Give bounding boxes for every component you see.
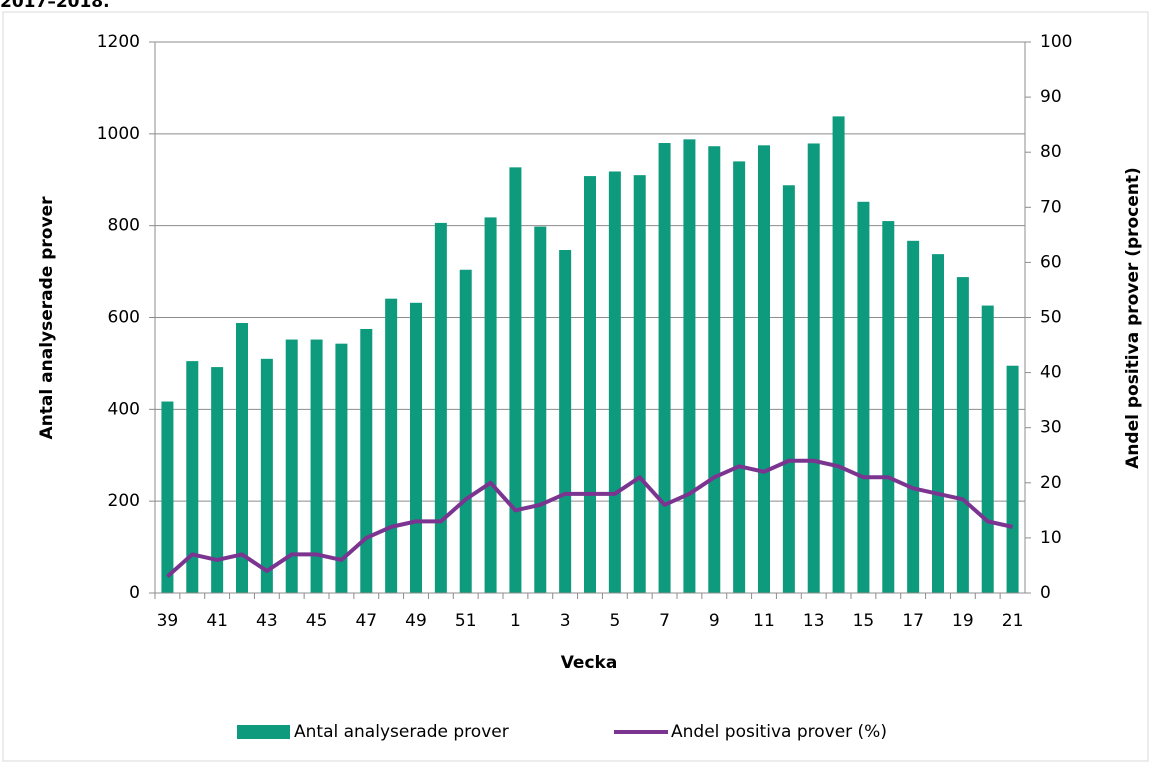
bar bbox=[484, 217, 497, 593]
x-tick-label: 1 bbox=[510, 611, 521, 631]
bar bbox=[385, 298, 398, 593]
x-axis-label: Vecka bbox=[561, 653, 618, 673]
x-tick-label: 39 bbox=[157, 611, 179, 631]
y2-tick-label: 40 bbox=[1040, 363, 1062, 383]
bar bbox=[534, 226, 547, 593]
x-tick-label: 49 bbox=[405, 611, 427, 631]
y2-tick-label: 100 bbox=[1040, 32, 1072, 52]
y-tick-label: 400 bbox=[108, 399, 140, 419]
bar bbox=[236, 323, 248, 593]
bar bbox=[807, 143, 820, 593]
y2-tick-label: 10 bbox=[1040, 528, 1062, 548]
bar bbox=[832, 116, 845, 593]
y-tick-label: 0 bbox=[129, 583, 140, 603]
bar bbox=[360, 328, 373, 593]
bar bbox=[1006, 365, 1019, 593]
bar bbox=[956, 277, 969, 593]
x-tick-label: 47 bbox=[355, 611, 377, 631]
bar bbox=[459, 269, 472, 593]
y2-tick-label: 60 bbox=[1040, 252, 1062, 272]
x-tick-label: 43 bbox=[256, 611, 278, 631]
bar bbox=[434, 222, 447, 593]
x-tick-label: 17 bbox=[902, 611, 924, 631]
chart-frame bbox=[2, 11, 1149, 762]
y-axis-label: Antal analyserade prover bbox=[37, 196, 57, 440]
bar bbox=[758, 145, 770, 593]
bar bbox=[335, 343, 348, 593]
y-tick-label: 200 bbox=[108, 491, 140, 511]
bar bbox=[608, 171, 621, 594]
x-tick-label: 3 bbox=[560, 611, 571, 631]
y-tick-label: 1200 bbox=[97, 32, 140, 52]
bar bbox=[310, 339, 323, 593]
x-tick-label: 21 bbox=[1002, 611, 1024, 631]
bar bbox=[211, 367, 224, 593]
bar bbox=[633, 175, 646, 594]
x-tick-label: 5 bbox=[609, 611, 620, 631]
bar bbox=[907, 240, 920, 594]
x-tick-label: 19 bbox=[952, 611, 974, 631]
bar bbox=[584, 176, 596, 593]
y-tick-label: 800 bbox=[108, 216, 140, 236]
y2-tick-label: 90 bbox=[1040, 87, 1062, 107]
x-tick-label: 11 bbox=[753, 611, 775, 631]
line bbox=[166, 458, 1014, 578]
y2-tick-label: 20 bbox=[1040, 473, 1062, 493]
y2-tick-label: 30 bbox=[1040, 418, 1062, 438]
y-tick-label: 600 bbox=[108, 308, 140, 328]
y2-axis-label: Andel positiva prover (procent) bbox=[1123, 167, 1143, 469]
x-tick-label: 45 bbox=[306, 611, 328, 631]
chart-title: 2017–2018. bbox=[0, 0, 110, 12]
y2-tick-label: 50 bbox=[1040, 308, 1062, 328]
legend-label: Andel positiva prover (%) bbox=[671, 722, 887, 742]
x-tick-label: 13 bbox=[803, 611, 825, 631]
x-tick-label: 15 bbox=[853, 611, 875, 631]
bar bbox=[410, 302, 422, 593]
legend-swatch bbox=[237, 725, 290, 739]
bar bbox=[509, 167, 522, 594]
bar bbox=[683, 139, 696, 594]
y2-tick-label: 0 bbox=[1040, 583, 1051, 603]
bar bbox=[260, 358, 273, 593]
legend-label: Antal analyserade prover bbox=[294, 722, 509, 742]
y2-tick-label: 70 bbox=[1040, 197, 1062, 217]
bar bbox=[981, 305, 994, 593]
x-tick-label: 9 bbox=[709, 611, 720, 631]
bar bbox=[882, 221, 895, 593]
bar bbox=[161, 401, 174, 593]
y-tick-label: 1000 bbox=[97, 124, 140, 144]
bar bbox=[932, 254, 944, 593]
y2-tick-label: 80 bbox=[1040, 142, 1062, 162]
bar bbox=[285, 339, 298, 593]
bar bbox=[708, 146, 721, 593]
bar bbox=[733, 161, 746, 593]
x-tick-label: 7 bbox=[659, 611, 670, 631]
x-tick-label: 51 bbox=[455, 611, 477, 631]
bar bbox=[559, 250, 572, 593]
x-tick-label: 41 bbox=[206, 611, 228, 631]
bar bbox=[782, 185, 795, 593]
bar bbox=[857, 201, 870, 594]
bar bbox=[186, 361, 199, 593]
bar bbox=[658, 143, 671, 593]
